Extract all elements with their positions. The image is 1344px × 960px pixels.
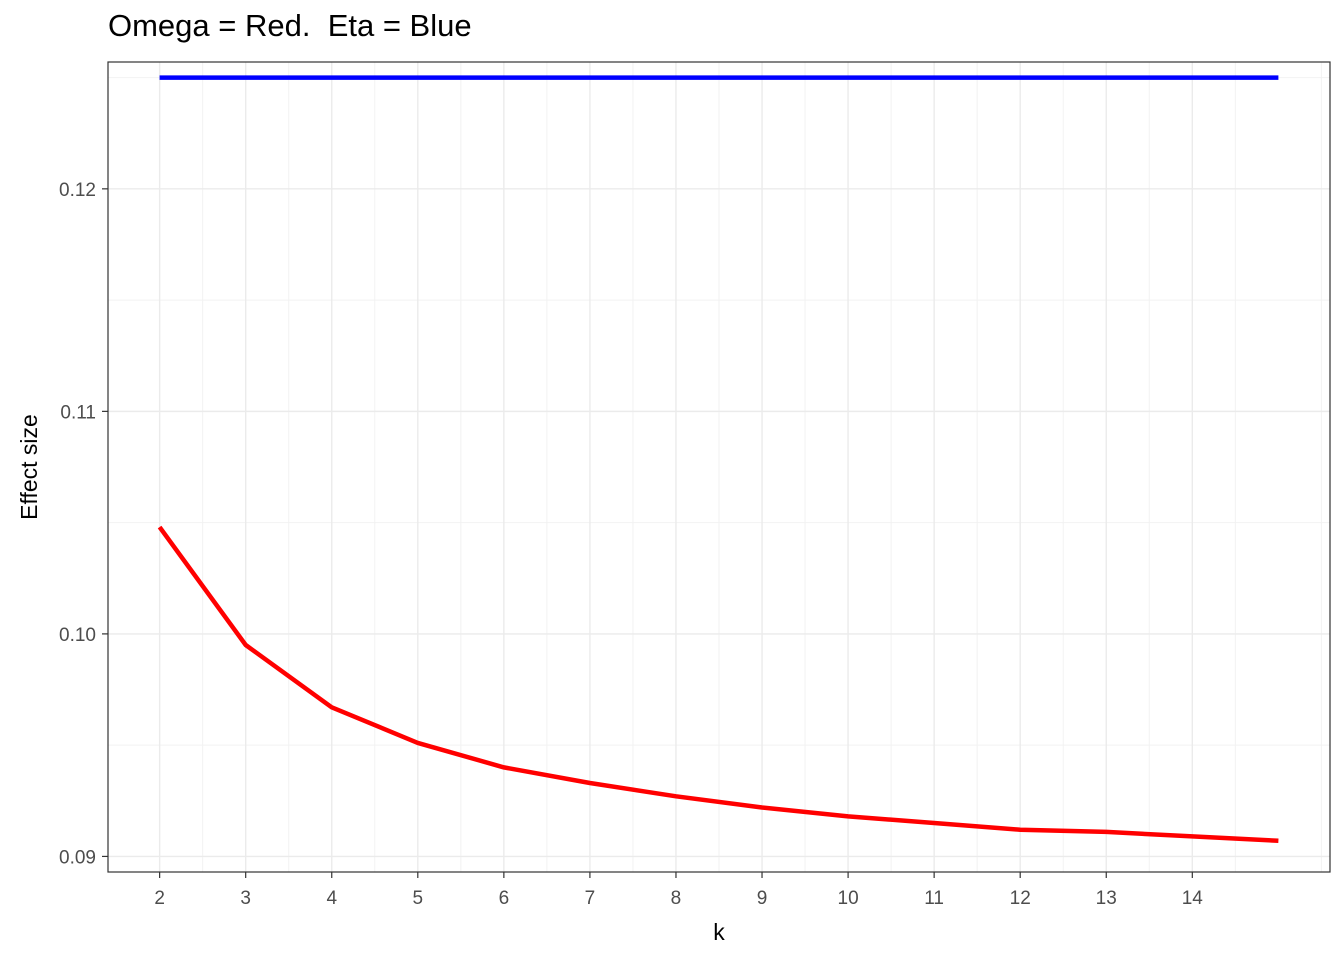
x-tick-label: 9 xyxy=(757,888,768,909)
x-tick-label: 14 xyxy=(1182,888,1204,909)
x-tick-label: 13 xyxy=(1096,888,1117,909)
chart-title: Omega = Red. Eta = Blue xyxy=(108,8,472,43)
y-axis: 0.09 0.10 0.11 0.12 xyxy=(59,180,108,868)
x-tick-label: 7 xyxy=(585,888,596,909)
x-tick-label: 3 xyxy=(240,888,251,909)
y-axis-title: Effect size xyxy=(16,414,42,520)
x-axis-title: k xyxy=(713,919,725,945)
x-tick-label: 12 xyxy=(1010,888,1031,909)
x-tick-label: 8 xyxy=(671,888,682,909)
x-tick-label: 2 xyxy=(154,888,165,909)
y-tick-label: 0.12 xyxy=(59,180,96,201)
y-tick-label: 0.09 xyxy=(59,847,96,868)
x-tick-label: 4 xyxy=(326,888,337,909)
plot-panel-border xyxy=(107,61,1331,873)
x-axis: 2 3 4 5 6 7 8 9 10 11 12 13 14 xyxy=(154,872,1203,909)
series-layer xyxy=(157,75,1279,844)
y-tick-label: 0.10 xyxy=(59,625,96,646)
x-tick-label: 6 xyxy=(499,888,510,909)
series-line-1 xyxy=(157,525,1279,844)
y-tick-label: 0.11 xyxy=(60,402,96,423)
minor-gridlines xyxy=(108,62,1330,872)
major-gridlines xyxy=(108,62,1330,872)
x-tick-label: 10 xyxy=(838,888,859,909)
x-tick-label: 5 xyxy=(413,888,424,909)
x-tick-label: 11 xyxy=(924,888,944,909)
